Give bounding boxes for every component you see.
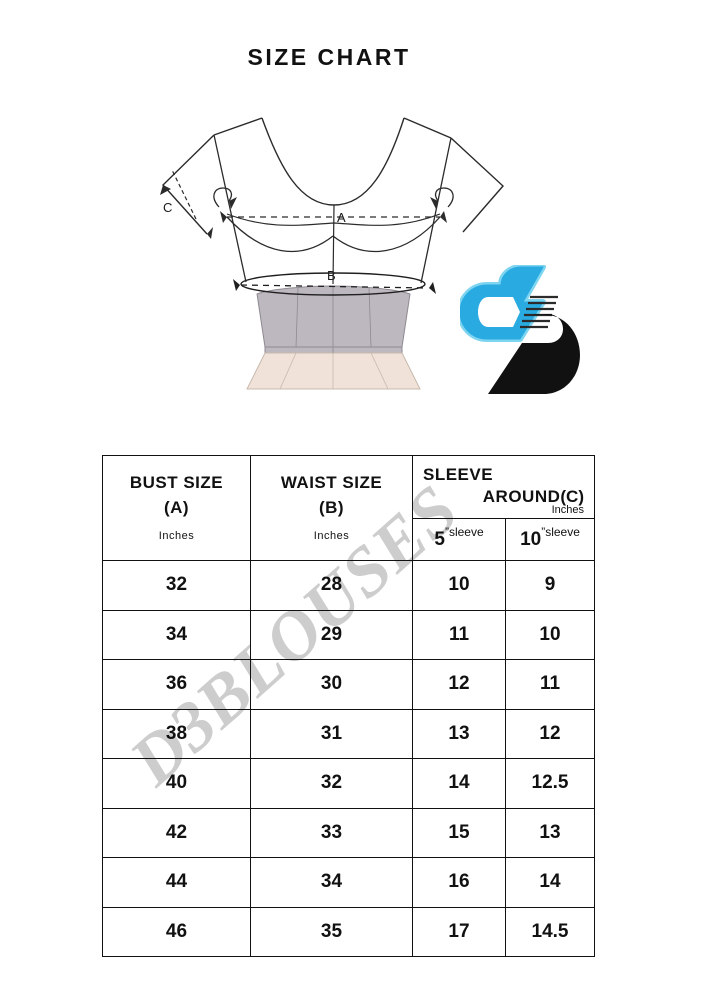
- svg-text:C: C: [163, 200, 172, 215]
- svg-text:A: A: [337, 210, 346, 225]
- svg-text:B: B: [327, 268, 336, 283]
